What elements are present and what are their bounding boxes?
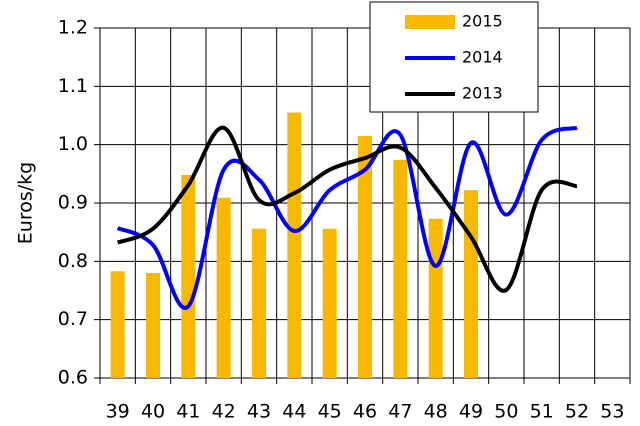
y-tick-label: 0.7 bbox=[58, 308, 88, 330]
x-tick-label: 40 bbox=[141, 401, 165, 423]
bar bbox=[181, 175, 196, 378]
x-tick-label: 46 bbox=[353, 401, 377, 423]
bar bbox=[110, 271, 125, 378]
x-tick-label: 48 bbox=[424, 401, 448, 423]
y-tick-label: 0.6 bbox=[58, 367, 88, 389]
y-tick-label: 1.2 bbox=[58, 17, 88, 39]
bar bbox=[287, 112, 302, 378]
bar bbox=[146, 273, 160, 378]
x-tick-label: 45 bbox=[318, 401, 342, 423]
bar bbox=[393, 159, 408, 378]
x-tick-label: 49 bbox=[459, 401, 483, 423]
line bbox=[116, 125, 578, 310]
x-tick-label: 44 bbox=[282, 401, 306, 423]
x-tick-label: 47 bbox=[388, 401, 412, 423]
bar bbox=[464, 190, 478, 378]
bar bbox=[358, 135, 372, 378]
x-tick-label: 41 bbox=[176, 401, 200, 423]
legend-swatch bbox=[405, 15, 455, 29]
legend-label: 2013 bbox=[462, 84, 503, 103]
x-tick-label: 51 bbox=[530, 401, 554, 423]
y-tick-label: 1.1 bbox=[58, 75, 88, 97]
legend-label: 2014 bbox=[462, 48, 503, 67]
x-tick-label: 53 bbox=[600, 401, 624, 423]
y-tick-label: 0.9 bbox=[58, 192, 88, 214]
legend-label: 2015 bbox=[462, 12, 503, 31]
x-tick-label: 50 bbox=[494, 401, 518, 423]
line bbox=[116, 125, 578, 293]
x-tick-label: 43 bbox=[247, 401, 271, 423]
y-axis-label: Euros/kg bbox=[15, 162, 37, 244]
x-tick-label: 39 bbox=[106, 401, 130, 423]
y-tick-label: 0.8 bbox=[58, 250, 88, 272]
bar bbox=[322, 228, 337, 378]
y-tick-label: 1.0 bbox=[58, 133, 88, 155]
bar bbox=[216, 197, 231, 378]
bar bbox=[428, 218, 443, 378]
bar bbox=[252, 228, 266, 378]
x-tick-label: 52 bbox=[565, 401, 589, 423]
x-tick-label: 42 bbox=[212, 401, 236, 423]
